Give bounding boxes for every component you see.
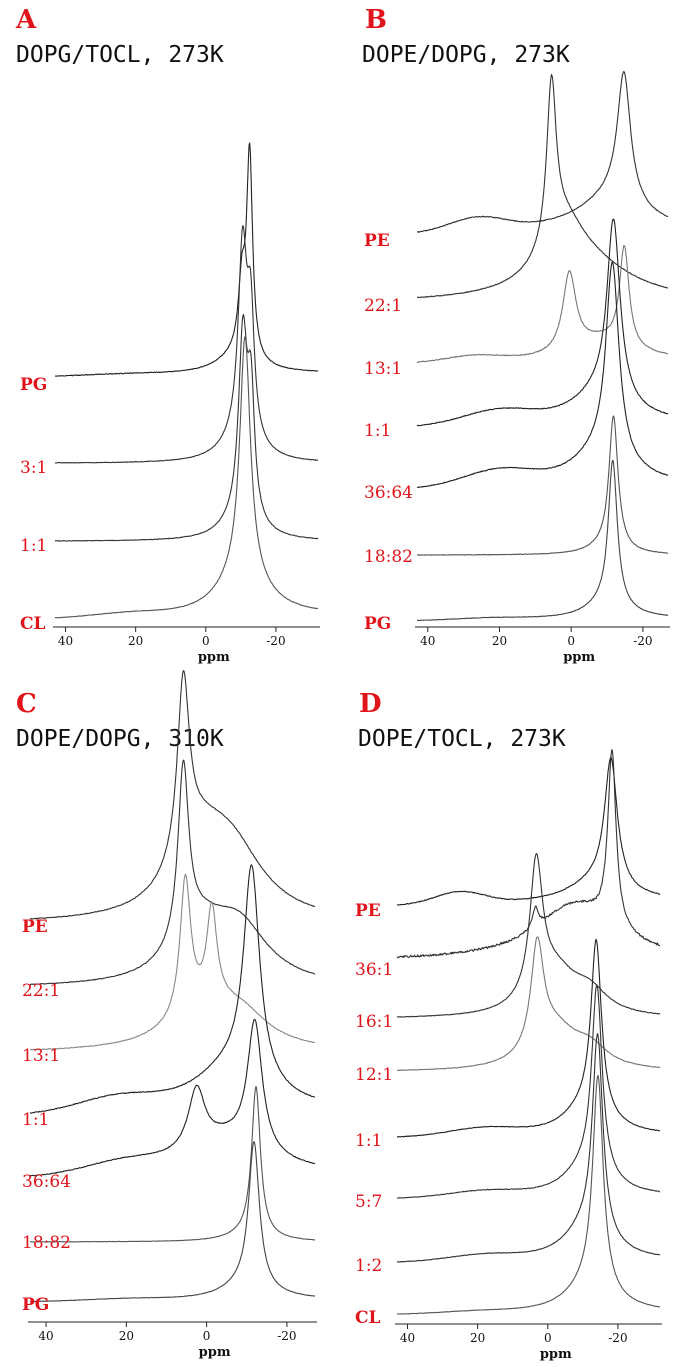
- spectrum-trace: [396, 1074, 661, 1315]
- x-tick-label: -20: [633, 634, 652, 648]
- spectra-plot: 40 20 0 -20 ppm PE 22:1 13:1 1:1 36:64 18:82 PG: [364, 70, 670, 665]
- spectrum-trace: [29, 1018, 316, 1177]
- series-label: PE: [355, 901, 381, 921]
- spectrum-trace: [29, 759, 316, 986]
- series-label: 1:1: [20, 536, 47, 556]
- spectrum-trace: [30, 1141, 316, 1303]
- spectrum-trace: [396, 936, 661, 1071]
- series-label: 36:64: [22, 1172, 71, 1192]
- panel-d: D DOPE/TOCL, 273K 40 20 0 -20 ppm PE 36:1 16:1 1…: [345, 684, 675, 1367]
- panel-b: B DOPE/DOPG, 273K 40 20 0 -20 ppm PE 22:1 13:1 1…: [345, 0, 675, 680]
- x-tick-label: -20: [608, 1331, 627, 1345]
- spectrum-trace: [29, 864, 316, 1114]
- spectrum-trace: [29, 670, 316, 920]
- spectrum-trace: [54, 142, 318, 377]
- spectrum-trace: [54, 313, 319, 542]
- panel-title: DOPE/DOPG, 273K: [362, 42, 570, 68]
- spectrum-trace: [29, 1085, 316, 1243]
- series-label: PG: [20, 375, 47, 395]
- spectrum-trace: [396, 853, 661, 1018]
- x-axis-label: ppm: [563, 650, 595, 665]
- x-tick-label: 20: [470, 1331, 485, 1345]
- x-tick-label: 20: [128, 634, 143, 648]
- series-label: 16:1: [355, 1012, 393, 1032]
- spectrum-trace: [396, 756, 661, 906]
- series-label: CL: [20, 614, 46, 634]
- series-label: 3:1: [20, 458, 47, 478]
- series-label: PE: [22, 917, 48, 937]
- series-label: CL: [355, 1308, 381, 1328]
- series-label: 5:7: [355, 1192, 382, 1212]
- panel-letter: D: [359, 689, 382, 719]
- spectrum-trace: [416, 261, 669, 488]
- spectra-plot: 40 20 0 -20 ppm PE 22:1 13:1 1:1 36:64 18:82 PG: [22, 670, 317, 1360]
- x-tick-label: 20: [119, 1329, 134, 1343]
- x-axis-label: ppm: [198, 650, 230, 665]
- x-tick-label: -20: [277, 1329, 296, 1343]
- panel-c: C DOPE/DOPG, 310K 40 20 0 -20 ppm PE 22:1 13:1 1…: [0, 670, 330, 1367]
- x-tick-label: 20: [492, 634, 507, 648]
- x-tick-label: 40: [58, 634, 73, 648]
- x-axis-label: ppm: [540, 1347, 572, 1362]
- x-tick-label: 40: [400, 1331, 415, 1345]
- x-tick-label: 0: [203, 1329, 211, 1343]
- x-tick-label: 0: [544, 1331, 552, 1345]
- series-label: 13:1: [22, 1046, 60, 1066]
- series-label: PG: [22, 1295, 49, 1315]
- series-label: 1:1: [355, 1131, 382, 1151]
- panel-title: DOPE/DOPG, 310K: [16, 726, 224, 752]
- spectrum-trace: [417, 415, 669, 556]
- series-label: 36:64: [364, 483, 413, 503]
- series-label: 22:1: [364, 296, 402, 316]
- x-tick-label: 40: [38, 1329, 53, 1343]
- spectrum-trace: [54, 336, 319, 619]
- x-tick-label: 40: [420, 634, 435, 648]
- spectra-plot: 40 20 0 -20 ppm PG 3:1 1:1 CL: [20, 142, 320, 665]
- x-tick-label: 0: [567, 634, 575, 648]
- x-axis-label: ppm: [199, 1345, 231, 1360]
- series-label: 1:2: [355, 1256, 382, 1276]
- series-label: 36:1: [355, 960, 393, 980]
- series-label: 12:1: [355, 1065, 393, 1085]
- panel-letter: B: [365, 5, 387, 35]
- spectrum-trace: [397, 938, 661, 1138]
- series-label: 1:1: [364, 421, 391, 441]
- spectrum-trace: [416, 73, 669, 299]
- spectrum-trace: [416, 218, 669, 427]
- panel-title: DOPE/TOCL, 273K: [358, 726, 566, 752]
- series-label: PE: [364, 231, 390, 251]
- spectrum-trace: [54, 224, 319, 464]
- spectrum-trace: [416, 459, 669, 622]
- x-tick-label: 0: [202, 634, 210, 648]
- series-label: 18:82: [22, 1233, 71, 1253]
- panel-letter: A: [16, 5, 37, 35]
- series-label: 18:82: [364, 547, 413, 567]
- series-label: PG: [364, 614, 391, 634]
- series-label: 13:1: [364, 359, 402, 379]
- x-tick-label: -20: [266, 634, 285, 648]
- series-label: 22:1: [22, 981, 60, 1001]
- spectrum-trace: [396, 1033, 661, 1263]
- spectrum-trace: [30, 873, 316, 1051]
- spectrum-trace: [416, 70, 669, 233]
- spectrum-trace: [396, 984, 661, 1199]
- panel-letter: C: [16, 689, 37, 719]
- series-label: 1:1: [22, 1110, 49, 1130]
- panel-a: A DOPG/TOCL, 273K 40 20 0 -20 ppm PG 3:1 1:1 CL: [0, 0, 330, 680]
- spectra-plot: 40 20 0 -20 ppm PE 36:1 16:1 12:1 1:1 5:7 1:2 CL: [355, 749, 662, 1362]
- panel-title: DOPG/TOCL, 273K: [16, 42, 224, 68]
- spectrum-trace: [416, 245, 669, 363]
